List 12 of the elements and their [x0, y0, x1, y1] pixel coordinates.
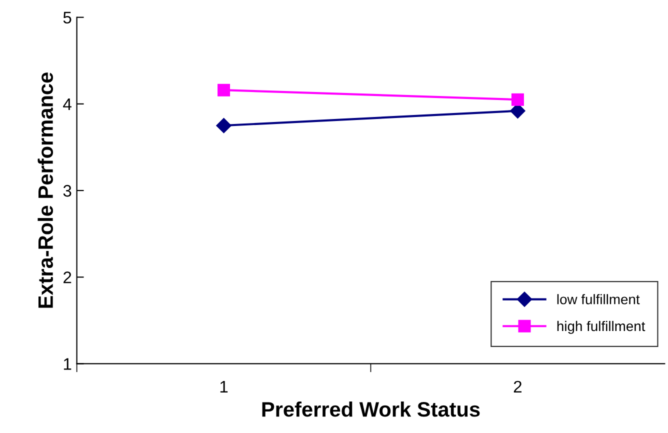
point [216, 118, 232, 134]
x-axis-title: Preferred Work Status [262, 401, 480, 417]
point [218, 84, 230, 96]
y-tick-label: 1 [64, 358, 72, 370]
legend-label: low fulfillment [557, 294, 640, 304]
y-tick-label: 3 [63, 184, 72, 197]
legend-label: high fulfillment [557, 320, 646, 334]
y-tick-label: 5 [63, 12, 72, 24]
y-tick-label: 2 [64, 272, 72, 284]
y-axis-title: Extra-Role Performance [38, 72, 54, 308]
point [511, 93, 524, 106]
y-tick-label: 4 [63, 98, 72, 110]
